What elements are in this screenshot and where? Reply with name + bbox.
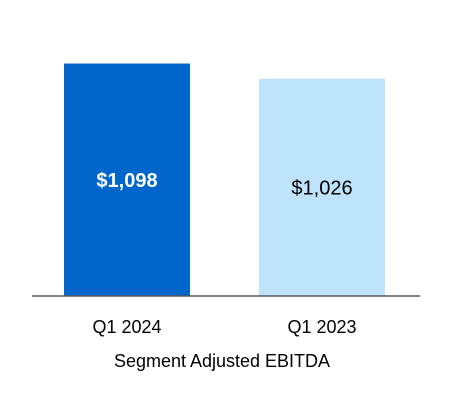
bars-layer (64, 63, 385, 296)
category-label-q1-2023: Q1 2023 (287, 317, 356, 337)
category-label-q1-2024: Q1 2024 (92, 317, 161, 337)
data-label-q1-2023: $1,026 (291, 177, 352, 199)
bar-q1-2023 (259, 78, 385, 296)
x-axis-title: Segment Adjusted EBITDA (114, 351, 330, 371)
labels-layer: $1,098 Q1 2024 $1,026 Q1 2023 (92, 170, 356, 337)
bar-q1-2024 (64, 63, 190, 296)
data-label-q1-2024: $1,098 (96, 170, 157, 192)
